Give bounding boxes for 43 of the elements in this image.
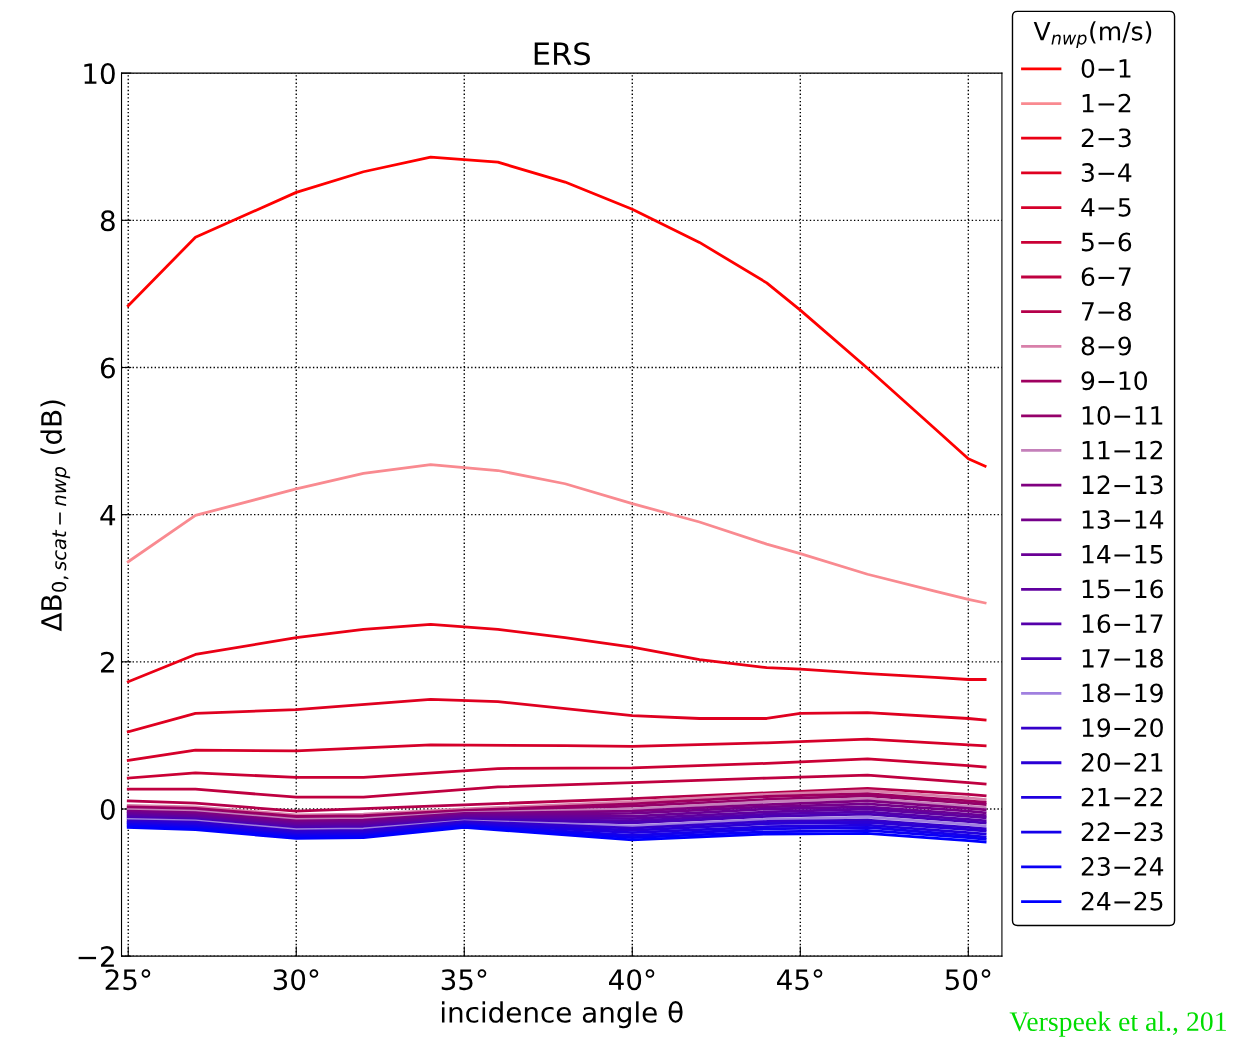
legend-label: 20−21: [1081, 752, 1163, 772]
legend-label: 11−12: [1082, 440, 1163, 460]
y-tick-label: 8: [100, 210, 115, 232]
legend-label: 23−24: [1081, 857, 1164, 876]
y-tick-label: 2: [101, 651, 114, 673]
legend-label: 14−15: [1082, 545, 1163, 564]
legend-label: 4−5: [1081, 198, 1131, 217]
y-axis-title: ΔB$_{0,scat−nwp}$ (dB): [40, 400, 71, 632]
legend-label: 0−1: [1081, 59, 1131, 78]
legend-label: 18−19: [1082, 683, 1163, 703]
legend-label: 5−6: [1081, 232, 1132, 252]
y-tick-label: −2: [78, 946, 114, 967]
x-tick-label: 35°: [441, 969, 487, 991]
legend-label: 10−11: [1082, 405, 1163, 425]
legend-label: 24−25: [1081, 891, 1163, 911]
x-axis-title: incidence angle θ: [441, 1001, 683, 1029]
legend-label: 2−3: [1081, 128, 1131, 148]
legend-label: 12−13: [1082, 475, 1163, 495]
y-tick-label: 0: [100, 798, 115, 820]
x-tick-label: 40°: [609, 969, 655, 991]
y-tick-label: 6: [100, 357, 115, 379]
x-tick-label: 25°: [105, 969, 151, 991]
legend-label: 8−9: [1081, 336, 1131, 356]
x-tick-label: 30°: [273, 969, 319, 991]
legend-title: V$_{nwp}$(m/s): [1033, 21, 1152, 49]
chart-title: ERS: [534, 42, 590, 66]
legend-label: 21−22: [1081, 787, 1163, 807]
y-tick-label: 4: [100, 504, 116, 526]
legend-label: 7−8: [1082, 301, 1132, 321]
legend-label: 9−10: [1081, 371, 1147, 391]
legend-label: 15−16: [1082, 579, 1163, 599]
legend-label: 17−18: [1082, 648, 1163, 668]
legend-label: 3−4: [1081, 163, 1132, 183]
legend-label: 13−14: [1082, 510, 1164, 529]
legend-label: 1−2: [1082, 93, 1131, 113]
legend-label: 19−20: [1082, 718, 1163, 738]
legend-label: 22−23: [1081, 822, 1163, 842]
legend-label: 16−17: [1082, 614, 1163, 634]
y-tick-label: 10: [84, 63, 115, 85]
legend-label: 6−7: [1081, 267, 1131, 287]
x-tick-label: 45°: [777, 969, 823, 991]
x-tick-label: 50°: [945, 969, 991, 991]
text: Verspeek et al., 201: [1009, 1011, 1226, 1037]
